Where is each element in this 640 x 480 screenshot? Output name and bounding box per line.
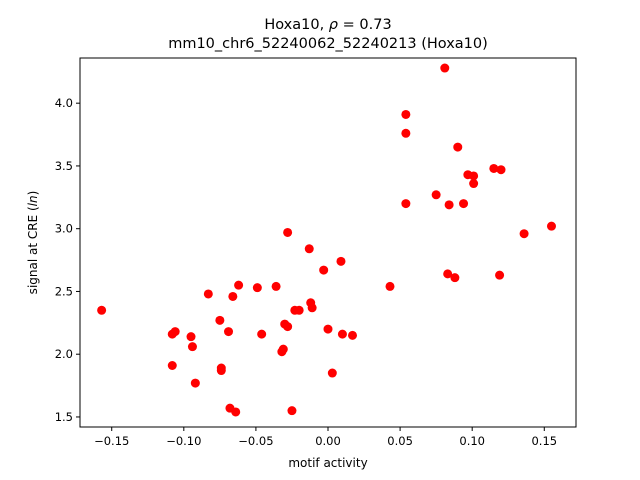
data-point — [546, 221, 556, 231]
data-point — [431, 190, 441, 200]
data-point — [216, 363, 226, 373]
data-point — [203, 289, 213, 299]
data-point — [97, 305, 107, 315]
chart-title-prefix: Hoxa10, — [264, 17, 328, 33]
x-tick-label: −0.05 — [238, 434, 273, 448]
data-point — [453, 142, 463, 152]
data-point — [469, 179, 479, 189]
y-tick-label: 2.0 — [55, 347, 73, 361]
y-axis-label-suffix: ) — [26, 191, 40, 196]
x-tick-label: −0.15 — [94, 434, 129, 448]
data-point — [327, 368, 337, 378]
data-point — [401, 199, 411, 209]
y-axis-label-italic: ln — [26, 195, 40, 206]
data-point — [187, 342, 197, 352]
y-axis-label-prefix: signal at CRE ( — [26, 206, 40, 294]
ticks-layer: −0.15 −0.10 −0.05 0.00 0.05 0.10 0.15 1.5 2.0 2.5… — [55, 96, 557, 448]
x-tick-label: 0.00 — [315, 434, 341, 448]
plot-area-frame — [79, 57, 577, 428]
y-tick-label: 3.0 — [55, 222, 73, 236]
data-point — [440, 63, 450, 73]
data-point — [234, 280, 244, 290]
chart-title-line1: Hoxa10, ρ = 0.73 — [264, 17, 391, 33]
data-point — [252, 283, 262, 293]
y-tick-label: 1.5 — [55, 410, 73, 424]
data-point — [190, 378, 200, 388]
x-axis-label: motif activity — [288, 456, 367, 470]
data-point — [215, 315, 225, 325]
data-point — [469, 171, 479, 181]
x-tick-label: 0.15 — [531, 434, 557, 448]
data-point — [257, 329, 267, 339]
y-axis-label: signal at CRE (ln) — [26, 191, 40, 295]
data-point — [307, 303, 317, 313]
data-point — [278, 344, 288, 354]
data-point — [271, 281, 281, 291]
y-tick-label: 2.5 — [55, 284, 73, 298]
data-points-layer — [97, 63, 556, 417]
data-point — [294, 305, 304, 315]
data-point — [450, 273, 460, 283]
data-point — [336, 256, 346, 266]
data-point — [323, 324, 333, 334]
x-tick-label: 0.05 — [387, 434, 413, 448]
data-point — [443, 269, 453, 279]
x-tick-label: −0.10 — [166, 434, 201, 448]
y-tick-label: 4.0 — [55, 96, 73, 110]
data-point — [304, 244, 314, 254]
chart-title-line2: mm10_chr6_52240062_52240213 (Hoxa10) — [168, 36, 488, 52]
data-point — [283, 227, 293, 237]
data-point — [319, 265, 329, 275]
y-tick-label: 3.5 — [55, 159, 73, 173]
data-point — [231, 407, 241, 417]
chart-title-rho-value: = 0.73 — [338, 17, 392, 33]
data-point — [489, 163, 499, 173]
chart-title-rho: ρ — [329, 17, 339, 33]
data-point — [348, 330, 358, 340]
data-point — [287, 406, 297, 416]
x-tick-label: 0.10 — [459, 434, 485, 448]
data-point — [167, 361, 177, 370]
data-point — [444, 200, 454, 210]
data-point — [385, 281, 395, 291]
data-point — [401, 128, 411, 138]
data-point — [337, 329, 347, 339]
data-point — [224, 327, 234, 337]
data-point — [459, 199, 469, 209]
data-point — [495, 270, 505, 280]
data-point — [228, 291, 238, 301]
data-point — [170, 327, 180, 337]
data-point — [496, 165, 506, 175]
data-point — [519, 229, 529, 239]
data-point — [401, 109, 411, 119]
data-point — [283, 322, 293, 332]
data-point — [186, 332, 196, 342]
